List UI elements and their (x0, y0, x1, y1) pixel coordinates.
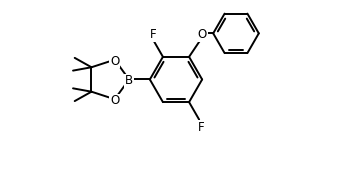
Text: O: O (198, 28, 207, 41)
Text: O: O (110, 94, 119, 107)
Text: F: F (197, 120, 204, 134)
Text: O: O (110, 55, 119, 68)
Text: F: F (150, 28, 156, 41)
Text: B: B (125, 75, 133, 88)
